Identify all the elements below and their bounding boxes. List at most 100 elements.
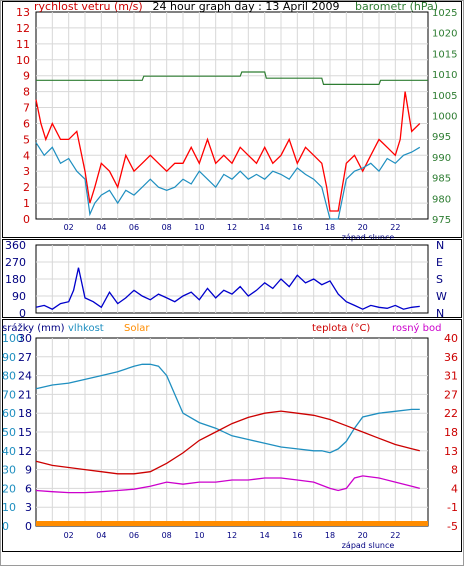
humidity-tick-label: 10	[2, 501, 16, 514]
barometer-tick-label: 985	[432, 174, 451, 185]
x-tick-label: 08	[162, 223, 172, 232]
temperature-tick-label: 13	[444, 445, 458, 458]
rainfall-tick-label: 27	[18, 351, 32, 364]
panel1-right-axis-ticks: 975 980 985 990 995 1000 1005 1010 1015 1020 1025	[432, 8, 457, 226]
temperature-tick-label: -5	[447, 520, 458, 533]
x-tick-label: 04	[96, 223, 106, 232]
humidity-tick-label: 20	[2, 482, 16, 495]
sunset-label-1: západ slunce	[342, 233, 395, 242]
barometer-tick-label: 990	[432, 153, 451, 164]
x-tick-label: 18	[325, 531, 335, 540]
direction-tick-label: 270	[5, 256, 26, 269]
panel1-series	[35, 71, 428, 220]
wind-speed-axis-label: rychlost vetru (m/s)	[34, 0, 143, 13]
temperature-tick-label: 22	[444, 407, 458, 420]
wind-gust-line	[35, 91, 421, 212]
humidity-tick-label: 0	[2, 520, 9, 533]
barometer-line	[36, 71, 428, 85]
panel1-grid	[36, 12, 428, 219]
humidity-tick-label: 90	[2, 351, 16, 364]
dew-point-line	[35, 475, 420, 494]
rainfall-tick-label: 30	[18, 332, 32, 345]
rainfall-tick-label: 12	[18, 445, 32, 458]
x-tick-label: 12	[227, 531, 237, 540]
wind-speed-tick-label: 12	[16, 22, 30, 35]
temperature-tick-label: 31	[444, 370, 458, 383]
wind-speed-tick-label: 4	[23, 149, 30, 162]
x-tick-label: 10	[194, 531, 204, 540]
barometer-tick-label: 980	[432, 194, 451, 205]
wind-speed-tick-label: 0	[23, 213, 30, 226]
solar-axis-label: Solar	[124, 323, 150, 334]
direction-tick-label: 360	[5, 239, 26, 252]
x-tick-label: 20	[358, 223, 368, 232]
x-tick-label: 16	[292, 223, 302, 232]
wind-speed-tick-label: 2	[23, 181, 30, 194]
humidity-tick-label: 40	[2, 445, 16, 458]
temperature-tick-label: -1	[447, 501, 458, 514]
rainfall-tick-label: 21	[18, 388, 32, 401]
rainfall-tick-label: 15	[18, 426, 32, 439]
panel3-right-axis-ticks: -5 -1 4 8 13 18 22 27 31 36 40	[444, 332, 458, 533]
chart-title: 24 hour graph day : 13 April 2009	[153, 0, 340, 13]
direction-tick-label: 0	[19, 307, 26, 320]
humidity-tick-label: 50	[2, 426, 16, 439]
barometer-tick-label: 995	[432, 132, 451, 143]
panel3-frame	[2, 319, 462, 552]
temperature-axis-label: teplota (°C)	[312, 323, 370, 334]
dew-point-axis-label: rosný bod	[392, 322, 441, 334]
humidity-tick-label: 70	[2, 388, 16, 401]
humidity-tick-label: 60	[2, 407, 16, 420]
sunset-label-2: západ slunce	[342, 541, 395, 550]
wind-speed-tick-label: 13	[16, 6, 30, 19]
rainfall-tick-label: 0	[25, 520, 32, 533]
wind-speed-tick-label: 9	[23, 70, 30, 83]
barometer-tick-label: 1025	[432, 8, 457, 19]
humidity-tick-label: 80	[2, 370, 16, 383]
barometer-axis-label: barometr (hPa)	[355, 0, 438, 13]
rainfall-tick-label: 24	[18, 370, 32, 383]
wind-speed-tick-label: 5	[23, 133, 30, 146]
wind-speed-tick-label: 3	[23, 165, 30, 178]
rainfall-tick-label: 9	[25, 464, 32, 477]
x-tick-label: 02	[64, 223, 74, 232]
temperature-tick-label: 40	[444, 332, 458, 345]
x-tick-label: 14	[260, 531, 270, 540]
x-tick-label: 14	[260, 223, 270, 232]
rainfall-tick-label: 6	[25, 482, 32, 495]
temperature-tick-label: 36	[444, 351, 458, 364]
barometer-tick-label: 1015	[432, 49, 457, 60]
compass-tick-label: E	[436, 256, 443, 269]
temperature-tick-label: 18	[444, 426, 458, 439]
temperature-tick-label: 8	[451, 464, 458, 477]
humidity-tick-label: 100	[2, 332, 23, 345]
compass-tick-label: N	[436, 239, 444, 252]
temperature-tick-label: 4	[451, 482, 458, 495]
wind-speed-tick-label: 1	[23, 197, 30, 210]
wind-speed-tick-label: 8	[23, 86, 30, 99]
panel1-frame	[2, 1, 462, 238]
humidity-axis-label: vlhkost	[68, 323, 104, 334]
wind-speed-tick-label: 6	[23, 117, 30, 130]
panel2-series	[35, 267, 420, 310]
x-tick-label: 04	[96, 531, 106, 540]
wind-direction-line	[35, 267, 420, 310]
compass-tick-label: N	[436, 307, 444, 320]
compass-tick-label: S	[436, 273, 443, 286]
x-tick-label: 10	[194, 223, 204, 232]
temperature-line	[35, 410, 420, 475]
direction-tick-label: 180	[5, 273, 26, 286]
panel2-left-axis-ticks: 0 90 180 270 360	[5, 239, 26, 320]
panel3-x-axis-ticks: 02 04 06 08 10 12 14 16 18 20 22	[64, 531, 401, 540]
x-tick-label: 22	[390, 531, 400, 540]
x-tick-label: 20	[358, 531, 368, 540]
x-tick-label: 06	[129, 531, 139, 540]
panel3-left-axis-ticks: 0 10 20 30 40 50 60 70 80 90 100	[2, 332, 23, 533]
x-tick-label: 12	[227, 223, 237, 232]
compass-tick-label: W	[436, 290, 447, 303]
humidity-tick-label: 30	[2, 464, 16, 477]
